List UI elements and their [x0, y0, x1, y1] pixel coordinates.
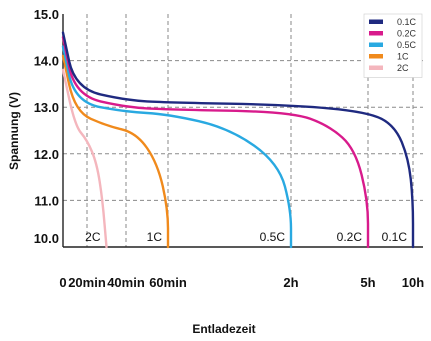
curve-label: 2C — [85, 230, 101, 244]
x-tick-labels: 0 20min 40min 60min 2h 5h 10h — [59, 275, 424, 290]
y-tick-label: 15.0 — [34, 7, 59, 22]
y-tick-label: 13.0 — [34, 100, 59, 115]
x-tick-label: 10h — [402, 275, 424, 290]
series-lines — [61, 31, 415, 249]
curve-labels: 2C 1C 0.5C 0.2C 0.1C — [85, 230, 407, 244]
series-line-2c — [61, 68, 108, 249]
legend-swatch — [369, 31, 383, 36]
curve-label: 1C — [147, 230, 163, 244]
curve-label: 0.2C — [337, 230, 363, 244]
legend-label: 1C — [397, 52, 409, 62]
y-tick-label: 12.0 — [34, 147, 59, 162]
axes — [62, 14, 423, 248]
curve-label: 0.5C — [260, 230, 286, 244]
series-line-0-2c — [61, 36, 370, 249]
y-tick-label: 10.0 — [34, 231, 59, 246]
legend-label: 2C — [397, 63, 409, 73]
y-tick-label: 14.0 — [34, 54, 59, 69]
legend-swatch — [369, 19, 383, 24]
x-axis-title: Entladezeit — [192, 322, 255, 336]
legend-swatch — [369, 54, 383, 59]
x-tick-label: 40min — [107, 275, 145, 290]
legend-label: 0.2C — [397, 29, 417, 39]
series-line-1c — [61, 54, 170, 249]
y-tick-label: 11.0 — [34, 193, 59, 208]
x-tick-label: 60min — [149, 275, 187, 290]
legend-swatch — [369, 42, 383, 47]
series-line-0-1c — [61, 31, 415, 249]
x-tick-label: 2h — [283, 275, 298, 290]
y-tick-labels: 15.0 14.0 13.0 12.0 11.0 10.0 — [34, 7, 59, 246]
x-tick-label: 20min — [68, 275, 106, 290]
legend-swatch — [369, 65, 383, 70]
curve-label: 0.1C — [382, 230, 408, 244]
x-tick-label: 0 — [59, 275, 66, 290]
legend-label: 0.5C — [397, 40, 417, 50]
series-line-0-5c — [61, 45, 293, 249]
legend-label: 0.1C — [397, 17, 417, 27]
x-tick-label: 5h — [360, 275, 375, 290]
y-axis-title: Spannung (V) — [7, 92, 21, 170]
